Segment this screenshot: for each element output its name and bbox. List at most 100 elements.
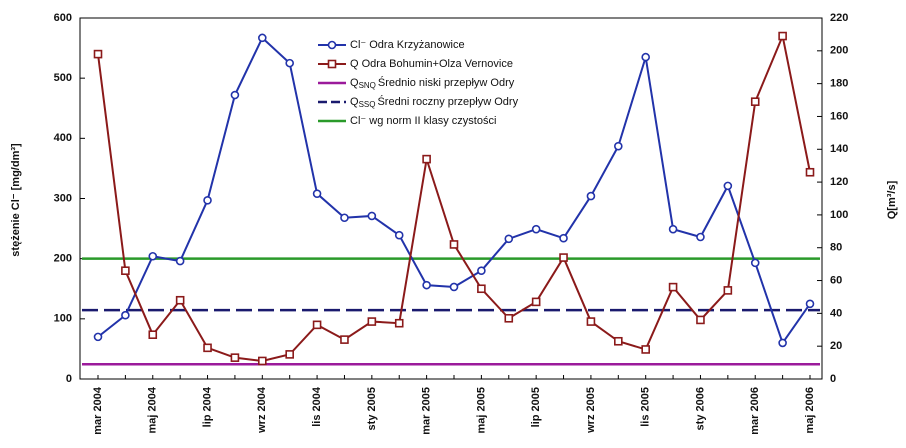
data-point [422,280,431,290]
data-point [93,332,103,342]
x-tick-label: sty 2006 [694,387,706,430]
data-point [723,286,733,295]
legend-label: Q Odra Bohumin+Olza Vernovice [350,58,513,70]
y-tick-label: 600 [54,12,72,24]
x-tick-label: lis 2005 [640,387,652,427]
data-point [367,211,377,221]
legend-subscript: SSQ [359,100,376,109]
x-tick-label: lip 2005 [530,387,542,427]
y-tick-label: 500 [54,72,72,84]
data-point [614,141,623,151]
data-point [641,52,650,62]
data-point [531,224,541,234]
data-point [340,335,349,344]
x-tick-label: maj 2004 [147,386,159,433]
legend-subscript: SNQ [359,81,376,90]
legend-label: QSSQ Średni roczny przepływ Odry [350,95,519,109]
legend-symbol: Q [350,77,359,89]
data-point [477,266,486,276]
data-point [258,356,267,366]
legend-text: Cl⁻ wg norm II klasy czystości [350,115,496,127]
data-point [175,295,185,305]
data-point [723,181,733,191]
data-point [531,297,541,307]
legend-label: QSNQ Średnio niski przepływ Odry [350,76,515,90]
data-point [340,213,349,223]
data-point [504,234,514,244]
x-tick-label: wrz 2005 [585,387,597,434]
data-point [121,310,130,320]
data-point [668,282,678,292]
y-tick-label: 400 [54,132,72,144]
data-point [805,299,815,309]
data-point [750,258,760,268]
x-tick-label: mar 2004 [92,386,104,435]
x-tick-label: mar 2005 [421,387,433,435]
data-point [175,256,185,266]
y-tick-label: 200 [54,253,72,265]
data-point [778,338,787,348]
data-point [750,97,760,106]
data-point [696,315,705,325]
y2-tick-label: 0 [830,373,836,385]
data-point [504,313,514,323]
data-point [559,233,568,243]
data-point [285,58,294,68]
y-tick-label: 300 [54,192,72,204]
data-point [394,318,404,328]
y-tick-label: 100 [54,313,72,325]
legend-text: Średnio niski przepływ Odry [378,76,515,89]
data-point [367,317,377,326]
data-point [203,196,212,205]
data-point [641,345,650,354]
y2-tick-label: 80 [830,242,842,254]
y2-tick-label: 200 [830,45,848,57]
data-point [148,251,158,261]
data-point [422,154,431,164]
data-point [312,189,322,198]
data-point [614,336,623,346]
legend-label: Cl⁻ wg norm II klasy czystości [350,115,496,127]
data-point [449,240,459,249]
x-tick-label: maj 2005 [475,387,487,433]
legend-marker [327,59,337,69]
data-point [805,167,815,177]
y2-tick-label: 220 [830,12,848,24]
y-tick-label: 0 [66,373,72,385]
data-point [148,330,158,339]
data-point [586,317,596,326]
y2-tick-label: 60 [830,274,842,286]
x-tick-label: mar 2006 [749,387,761,435]
data-point [477,284,486,294]
data-point [668,224,678,234]
legend-text: Średni roczny przepływ Odry [377,95,518,108]
y-axis-title: stężenie Cl⁻ [mg/dm³] [10,143,22,257]
legend-symbol: Q [350,96,359,108]
plot-frame [79,17,823,380]
x-tick-label: lip 2004 [201,386,213,427]
y2-tick-label: 160 [830,110,848,122]
x-tick-label: maj 2006 [804,387,816,433]
legend-label: Cl⁻ Odra Krzyżanowice [350,39,465,51]
data-point [258,33,267,43]
x-tick-label: sty 2005 [366,387,378,430]
legend-marker [327,40,337,50]
data-point [230,353,240,362]
y2-axis-title: Q[m³/s] [886,180,898,219]
data-point [449,282,459,292]
data-point [121,266,130,276]
y2-tick-label: 40 [830,307,842,319]
y2-tick-label: 20 [830,340,842,352]
data-point [203,343,212,353]
y2-tick-label: 100 [830,209,848,221]
y2-tick-label: 180 [830,78,848,90]
data-point [394,230,404,240]
data-point [312,320,322,330]
data-point [559,253,568,262]
data-point [778,31,787,41]
x-tick-label: lis 2004 [311,386,323,427]
y2-tick-label: 140 [830,143,848,155]
x-tick-label: wrz 2004 [256,386,268,434]
data-point [696,232,705,242]
